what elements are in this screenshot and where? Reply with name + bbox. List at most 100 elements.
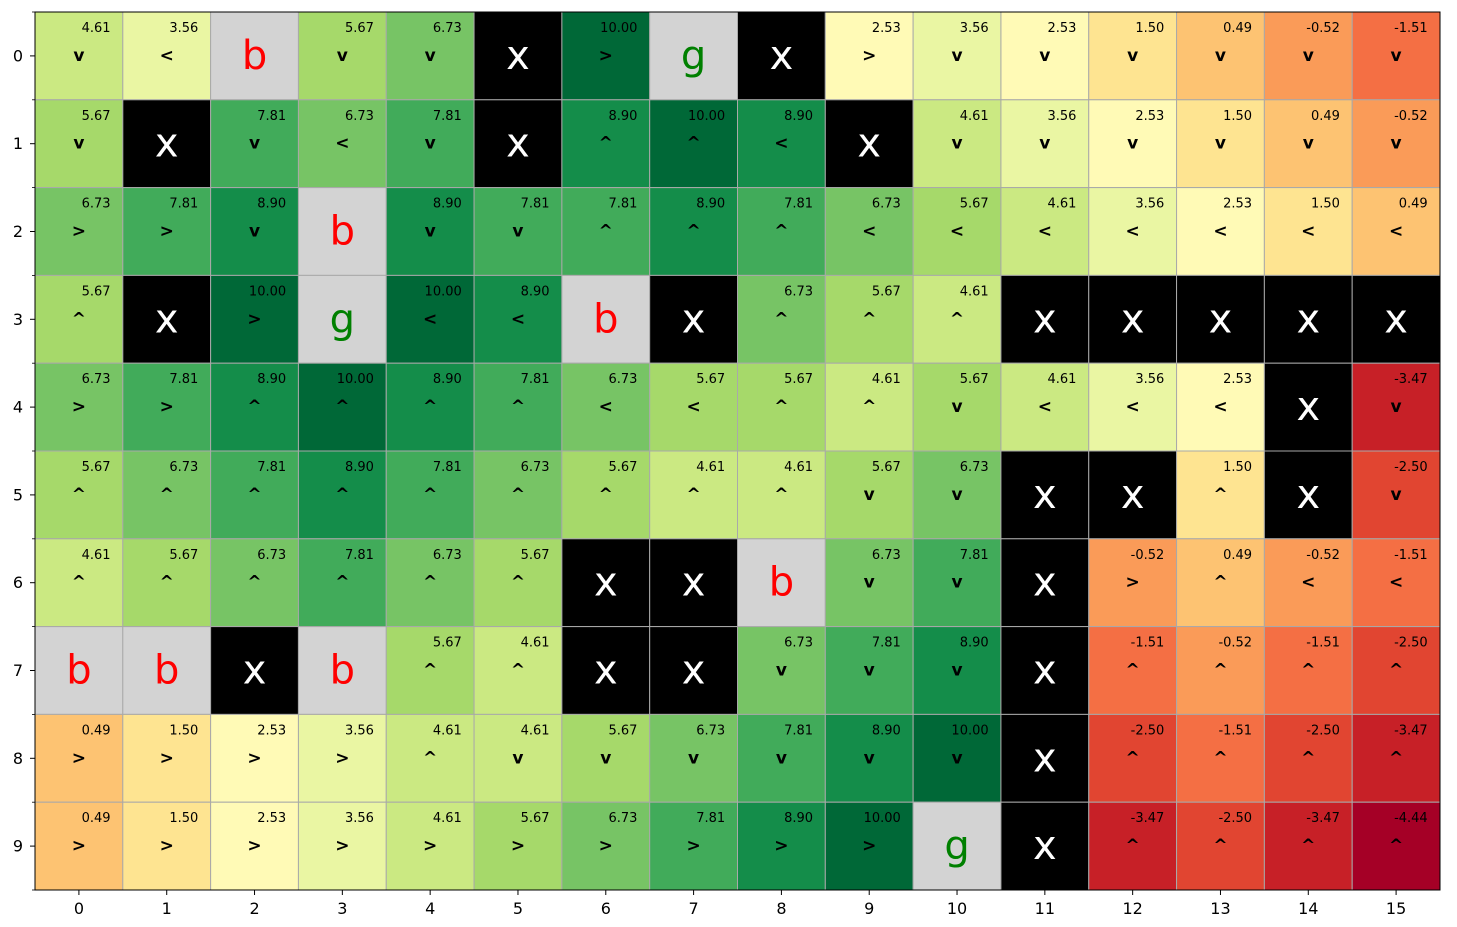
cell-8-6 bbox=[561, 713, 651, 803]
cell-9-0 bbox=[34, 801, 124, 891]
cell-value-1-8: 8.90 bbox=[784, 109, 813, 124]
cell-arrow-9-12: ^ bbox=[1126, 836, 1140, 856]
cell-0-4 bbox=[385, 11, 475, 101]
cell-arrow-9-14: ^ bbox=[1301, 836, 1315, 856]
x-tick-label-5: 5 bbox=[513, 899, 523, 918]
cell-arrow-3-10: ^ bbox=[950, 309, 964, 329]
cell-marker-7-0: b bbox=[66, 648, 91, 694]
cell-7-11 bbox=[1000, 626, 1090, 715]
cell-0-0 bbox=[34, 11, 124, 101]
cell-value-5-7: 4.61 bbox=[696, 460, 725, 475]
cell-marker-3-15: x bbox=[1384, 296, 1408, 342]
cell-arrow-6-15: < bbox=[1389, 573, 1403, 593]
cell-4-10 bbox=[912, 362, 1002, 452]
cell-9-1 bbox=[122, 801, 212, 891]
cell-5-10 bbox=[912, 450, 1002, 540]
cell-arrow-9-0: > bbox=[72, 836, 86, 856]
cell-arrow-5-9: v bbox=[864, 485, 875, 505]
cell-5-13 bbox=[1176, 450, 1265, 540]
cell-arrow-1-7: ^ bbox=[686, 134, 700, 154]
cell-1-4 bbox=[385, 99, 475, 189]
cell-arrow-0-4: v bbox=[425, 46, 436, 66]
x-tick-label-9: 9 bbox=[864, 899, 874, 918]
cell-arrow-0-10: v bbox=[951, 46, 962, 66]
cell-value-9-3: 3.56 bbox=[345, 811, 374, 826]
cell-value-1-15: -0.52 bbox=[1394, 109, 1428, 124]
cell-value-8-3: 3.56 bbox=[345, 723, 374, 738]
cell-marker-3-1: x bbox=[155, 296, 179, 342]
cell-9-4 bbox=[385, 801, 475, 891]
cell-arrow-4-3: ^ bbox=[335, 397, 349, 417]
cell-2-10 bbox=[912, 187, 1002, 276]
cell-value-4-15: -3.47 bbox=[1394, 372, 1428, 387]
cell-value-4-2: 8.90 bbox=[257, 372, 286, 387]
cell-marker-3-3: g bbox=[330, 296, 355, 342]
y-tick-label-9: 9 bbox=[13, 837, 23, 856]
cell-value-7-10: 8.90 bbox=[960, 636, 989, 651]
cell-arrow-5-0: ^ bbox=[72, 485, 86, 505]
cell-value-3-4: 10.00 bbox=[425, 284, 462, 299]
cell-value-4-10: 5.67 bbox=[960, 372, 989, 387]
cell-arrow-7-13: ^ bbox=[1213, 661, 1227, 681]
cell-0-3 bbox=[297, 11, 387, 101]
cell-2-12 bbox=[1088, 187, 1178, 276]
cell-arrow-4-4: ^ bbox=[423, 397, 437, 417]
cell-arrow-5-5: ^ bbox=[511, 485, 525, 505]
cell-value-8-10: 10.00 bbox=[951, 723, 988, 738]
cell-arrow-1-6: ^ bbox=[599, 134, 613, 154]
cell-value-1-7: 10.00 bbox=[688, 109, 725, 124]
cell-9-2 bbox=[210, 801, 299, 891]
cell-arrow-9-13: ^ bbox=[1213, 836, 1227, 856]
cell-marker-2-3: b bbox=[330, 209, 355, 255]
cell-5-14 bbox=[1263, 450, 1353, 540]
cell-5-5 bbox=[473, 450, 563, 540]
cell-value-9-4: 4.61 bbox=[433, 811, 462, 826]
cell-1-5 bbox=[473, 99, 563, 189]
cell-marker-1-9: x bbox=[857, 121, 881, 167]
cell-7-12 bbox=[1088, 626, 1178, 715]
cell-arrow-8-2: > bbox=[247, 748, 261, 768]
cell-6-7 bbox=[649, 538, 738, 628]
cell-marker-5-11: x bbox=[1033, 472, 1057, 518]
cell-arrow-0-14: v bbox=[1303, 46, 1314, 66]
cell-marker-7-1: b bbox=[154, 648, 179, 694]
cell-4-12 bbox=[1088, 362, 1178, 452]
cell-arrow-5-15: v bbox=[1391, 485, 1402, 505]
cell-value-4-4: 8.90 bbox=[433, 372, 462, 387]
cell-9-5 bbox=[473, 801, 563, 891]
cell-arrow-6-0: ^ bbox=[72, 573, 86, 593]
cell-arrow-3-0: ^ bbox=[72, 309, 86, 329]
cell-8-14 bbox=[1263, 713, 1353, 803]
cell-value-0-1: 3.56 bbox=[169, 21, 198, 36]
cell-arrow-6-13: ^ bbox=[1213, 573, 1227, 593]
y-tick-label-0: 0 bbox=[13, 46, 23, 65]
cell-7-2 bbox=[210, 626, 299, 715]
cell-value-4-12: 3.56 bbox=[1135, 372, 1164, 387]
cell-value-7-8: 6.73 bbox=[784, 636, 813, 651]
y-tick-label-2: 2 bbox=[13, 222, 23, 241]
cell-arrow-1-8: < bbox=[774, 134, 788, 154]
cell-arrow-7-12: ^ bbox=[1126, 661, 1140, 681]
cell-value-2-6: 7.81 bbox=[608, 197, 637, 212]
cell-9-6 bbox=[561, 801, 651, 891]
cell-6-1 bbox=[122, 538, 212, 628]
cell-3-8 bbox=[737, 274, 826, 364]
cell-arrow-8-5: v bbox=[512, 748, 523, 768]
cell-arrow-8-15: ^ bbox=[1389, 748, 1403, 768]
y-tick-label-1: 1 bbox=[13, 134, 23, 153]
cell-8-10 bbox=[912, 713, 1002, 803]
cell-8-13 bbox=[1176, 713, 1265, 803]
cell-value-9-7: 7.81 bbox=[696, 811, 725, 826]
cell-2-3 bbox=[297, 187, 387, 276]
cell-arrow-4-8: ^ bbox=[774, 397, 788, 417]
cell-arrow-0-3: v bbox=[337, 46, 348, 66]
cell-arrow-0-11: v bbox=[1039, 46, 1050, 66]
cell-8-1 bbox=[122, 713, 212, 803]
cell-6-13 bbox=[1176, 538, 1265, 628]
cell-value-9-9: 10.00 bbox=[864, 811, 901, 826]
cell-arrow-5-13: ^ bbox=[1213, 485, 1227, 505]
cell-arrow-1-11: v bbox=[1039, 134, 1050, 154]
cell-arrow-1-2: v bbox=[249, 134, 260, 154]
cell-arrow-2-10: < bbox=[950, 222, 964, 242]
